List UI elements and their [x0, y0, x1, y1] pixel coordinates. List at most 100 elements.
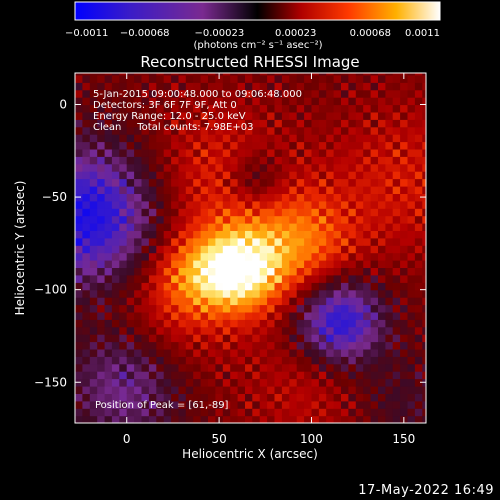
heatmap-cell [126, 289, 135, 298]
heatmap-cell [304, 319, 313, 328]
heatmap-cell [363, 60, 371, 68]
heatmap-cell [385, 415, 394, 423]
heatmap-cell [333, 237, 342, 246]
heatmap-cell [318, 73, 327, 76]
heatmap-cell [348, 73, 357, 76]
heatmap-cell [148, 163, 157, 172]
heatmap-cell [422, 326, 426, 335]
heatmap-cell [392, 215, 401, 224]
heatmap-cell [222, 89, 231, 98]
heatmap-cell [193, 282, 202, 291]
heatmap-cell [141, 415, 150, 423]
heatmap-cell [400, 341, 409, 350]
heatmap-cell [208, 134, 216, 143]
colorbar [74, 1, 441, 21]
heatmap-cell [252, 178, 261, 187]
heatmap-cell [134, 230, 143, 239]
heatmap-cell [363, 348, 372, 357]
heatmap-cell [245, 111, 253, 120]
heatmap-cell [163, 134, 172, 143]
heatmap-cell [311, 289, 320, 298]
heatmap-cell [141, 334, 150, 343]
heatmap-cell [326, 348, 335, 357]
heatmap-cell [259, 415, 268, 423]
heatmap-cell [333, 178, 342, 187]
heatmap-cell [97, 356, 106, 365]
heatmap-cell [259, 334, 268, 343]
heatmap-cell [252, 348, 261, 357]
heatmap-cell [281, 245, 290, 254]
heatmap-cell [126, 200, 135, 209]
heatmap-cell [370, 334, 379, 343]
heatmap-cell [274, 363, 283, 372]
heatmap-cell [407, 186, 416, 194]
heatmap-cell [281, 156, 290, 165]
heatmap-cell [208, 267, 216, 276]
heatmap-cell [185, 223, 194, 231]
heatmap-cell [422, 400, 426, 409]
heatmap-cell [400, 60, 408, 68]
heatmap-cell [141, 371, 150, 380]
heatmap-cell [163, 326, 172, 335]
heatmap-cell [348, 148, 357, 157]
heatmap-cell [215, 126, 224, 135]
heatmap-cell [311, 378, 320, 387]
heatmap-cell [311, 156, 320, 165]
heatmap-cell [222, 111, 231, 120]
heatmap-cell [185, 73, 194, 76]
heatmap-cell [385, 356, 394, 365]
heatmap-cell [89, 408, 98, 417]
heatmap-cell [341, 111, 349, 120]
heatmap-cell [304, 282, 313, 291]
heatmap-cell [208, 208, 216, 217]
heatmap-cell [311, 311, 320, 320]
heatmap-cell [222, 415, 231, 423]
heatmap-cell [407, 134, 416, 143]
heatmap-cell [156, 134, 165, 143]
heatmap-cell [245, 363, 253, 372]
heatmap-cell [289, 415, 298, 423]
heatmap-cell [414, 223, 423, 231]
heatmap-cell [193, 200, 202, 209]
heatmap-cell [171, 363, 180, 372]
heatmap-cell [252, 230, 261, 239]
heatmap-cell [104, 260, 113, 268]
heatmap-cell [97, 104, 106, 113]
heatmap-cell [178, 334, 187, 343]
heatmap-cell [104, 82, 113, 91]
heatmap-cell [414, 89, 423, 98]
heatmap-cell [171, 297, 180, 306]
heatmap-cell [171, 104, 180, 113]
heatmap-cell [245, 348, 253, 357]
heatmap-cell [400, 230, 409, 239]
heatmap-cell [392, 141, 401, 150]
heatmap-cell [104, 163, 113, 172]
heatmap-cell [111, 304, 120, 313]
heatmap-cell [296, 237, 305, 246]
heatmap-cell [111, 341, 120, 350]
heatmap-cell [296, 260, 305, 268]
heatmap-cell [134, 200, 143, 209]
heatmap-cell [89, 245, 98, 254]
heatmap-cell [341, 141, 349, 150]
heatmap-cell [414, 119, 423, 128]
heatmap-cell [111, 319, 120, 328]
heatmap-cell [237, 386, 246, 394]
heatmap-cell [296, 186, 305, 194]
heatmap-cell [156, 186, 165, 194]
heatmap-cell [414, 274, 423, 283]
heatmap-cell [348, 356, 357, 365]
heatmap-cell [111, 74, 120, 83]
heatmap-cell [75, 148, 83, 157]
heatmap-cell [341, 215, 349, 224]
heatmap-cell [333, 111, 342, 120]
heatmap-cell [141, 215, 150, 224]
heatmap-cell [333, 74, 342, 83]
heatmap-cell [171, 126, 180, 135]
heatmap-cell [281, 267, 290, 276]
heatmap-cell [267, 348, 276, 357]
heatmap-cell [230, 73, 239, 76]
heatmap-cell [237, 126, 246, 135]
heatmap-cell [289, 245, 298, 254]
heatmap-cell [318, 193, 327, 202]
